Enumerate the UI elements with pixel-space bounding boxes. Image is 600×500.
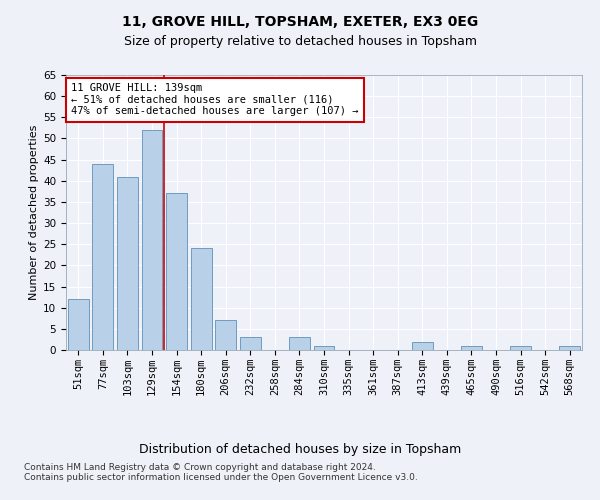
Bar xyxy=(240,338,261,350)
Bar xyxy=(559,346,580,350)
Bar xyxy=(289,338,310,350)
Text: Contains HM Land Registry data © Crown copyright and database right 2024.: Contains HM Land Registry data © Crown c… xyxy=(24,462,376,471)
Bar xyxy=(68,299,89,350)
Bar xyxy=(412,342,433,350)
Text: Distribution of detached houses by size in Topsham: Distribution of detached houses by size … xyxy=(139,442,461,456)
Text: Contains public sector information licensed under the Open Government Licence v3: Contains public sector information licen… xyxy=(24,472,418,482)
Bar xyxy=(166,194,187,350)
Bar xyxy=(117,176,138,350)
Bar xyxy=(510,346,531,350)
Bar xyxy=(92,164,113,350)
Text: Size of property relative to detached houses in Topsham: Size of property relative to detached ho… xyxy=(124,35,476,48)
Bar xyxy=(314,346,334,350)
Bar xyxy=(215,320,236,350)
Y-axis label: Number of detached properties: Number of detached properties xyxy=(29,125,39,300)
Bar xyxy=(142,130,163,350)
Bar xyxy=(191,248,212,350)
Text: 11, GROVE HILL, TOPSHAM, EXETER, EX3 0EG: 11, GROVE HILL, TOPSHAM, EXETER, EX3 0EG xyxy=(122,15,478,29)
Bar xyxy=(461,346,482,350)
Text: 11 GROVE HILL: 139sqm
← 51% of detached houses are smaller (116)
47% of semi-det: 11 GROVE HILL: 139sqm ← 51% of detached … xyxy=(71,83,359,116)
